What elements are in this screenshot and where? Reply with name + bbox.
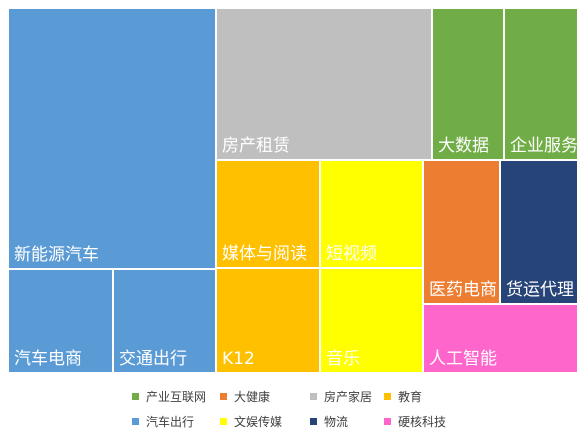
- legend-swatch: [220, 393, 227, 400]
- tile-label: 交通出行: [119, 349, 187, 369]
- legend-label: 硬核科技: [398, 415, 447, 429]
- tile-label: 房产租赁: [222, 136, 290, 156]
- legend-item: 文娱传媒: [220, 413, 282, 430]
- treemap-tile: [112, 268, 217, 374]
- tile-label: 企业服务: [510, 136, 578, 156]
- legend-item: 汽车出行: [132, 413, 194, 430]
- legend-swatch: [132, 393, 139, 400]
- legend-label: 产业互联网: [146, 390, 207, 404]
- treemap-tile: [215, 159, 321, 269]
- tile-label: 人工智能: [429, 349, 497, 369]
- legend-label: 教育: [398, 390, 423, 404]
- legend-label: 文娱传媒: [234, 415, 283, 429]
- legend-label: 物流: [324, 415, 349, 429]
- tile-label: K12: [222, 349, 255, 369]
- treemap-tile: [215, 267, 321, 374]
- legend-label: 房产家居: [324, 390, 373, 404]
- legend-swatch: [132, 418, 139, 425]
- tile-label: 短视频: [326, 244, 377, 264]
- tile-label: 医药电商: [429, 280, 497, 300]
- treemap-tile: [7, 7, 217, 270]
- legend-item: 房产家居: [310, 388, 372, 405]
- legend-label: 大健康: [234, 390, 271, 404]
- tile-label: 货运代理: [506, 280, 574, 300]
- legend-swatch: [384, 393, 391, 400]
- tile-label: 新能源汽车: [14, 245, 99, 265]
- treemap-tile: [319, 267, 424, 374]
- tile-label: 大数据: [438, 136, 489, 156]
- legend-item: 大健康: [220, 388, 270, 405]
- treemap-tile: [319, 159, 424, 269]
- legend-swatch: [310, 393, 317, 400]
- tile-label: 汽车电商: [14, 349, 82, 369]
- treemap-tile: [7, 268, 114, 374]
- legend-swatch: [220, 418, 227, 425]
- legend-item: 产业互联网: [132, 388, 206, 405]
- legend-item: 教育: [384, 388, 422, 405]
- legend-item: 物流: [310, 413, 348, 430]
- treemap-tile: [215, 7, 433, 161]
- treemap-tile: [422, 303, 579, 374]
- legend: 产业互联网 大健康 房产家居 教育汽车出行 文娱传媒 物流 硬核科技: [120, 384, 500, 436]
- treemap-tile: [499, 159, 579, 305]
- legend-item: 硬核科技: [384, 413, 446, 430]
- tile-label: 媒体与阅读: [222, 244, 307, 264]
- legend-swatch: [384, 418, 391, 425]
- treemap-tile: [422, 159, 501, 305]
- legend-swatch: [310, 418, 317, 425]
- tile-label: 音乐: [326, 349, 360, 369]
- legend-label: 汽车出行: [146, 415, 195, 429]
